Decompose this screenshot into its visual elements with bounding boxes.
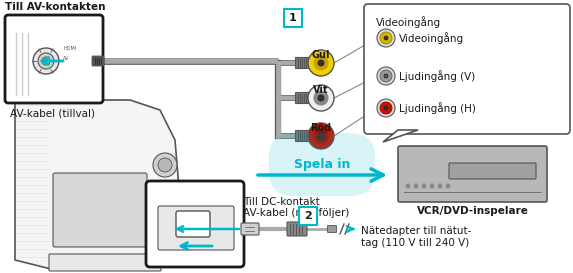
Circle shape [377, 99, 395, 117]
FancyBboxPatch shape [299, 207, 317, 225]
Circle shape [406, 183, 410, 188]
Text: VCR/DVD-inspelare: VCR/DVD-inspelare [417, 206, 528, 216]
Circle shape [318, 133, 324, 139]
Text: Ljudingång (H): Ljudingång (H) [399, 102, 476, 114]
FancyBboxPatch shape [92, 56, 104, 66]
FancyBboxPatch shape [158, 206, 234, 250]
Text: Videoingång: Videoingång [399, 32, 464, 44]
Text: AV: AV [63, 56, 69, 61]
Polygon shape [383, 130, 418, 142]
FancyBboxPatch shape [153, 193, 187, 237]
FancyBboxPatch shape [5, 15, 103, 103]
FancyBboxPatch shape [296, 93, 311, 103]
Circle shape [384, 36, 388, 40]
Circle shape [314, 56, 328, 70]
Polygon shape [15, 100, 180, 270]
Text: 1: 1 [289, 13, 297, 23]
Text: 2: 2 [304, 211, 312, 221]
FancyBboxPatch shape [146, 181, 244, 267]
FancyBboxPatch shape [176, 211, 210, 237]
Circle shape [430, 183, 434, 188]
Circle shape [314, 129, 328, 143]
FancyBboxPatch shape [296, 58, 311, 69]
FancyBboxPatch shape [398, 146, 547, 202]
Circle shape [380, 102, 392, 114]
FancyBboxPatch shape [328, 225, 336, 233]
FancyBboxPatch shape [364, 4, 570, 134]
Circle shape [42, 57, 50, 65]
Text: Videoingång: Videoingång [376, 16, 441, 28]
Circle shape [377, 67, 395, 85]
Text: Till DC-kontakt: Till DC-kontakt [243, 197, 320, 207]
Circle shape [377, 29, 395, 47]
FancyBboxPatch shape [49, 254, 161, 271]
Text: Nätedapter till nätut-
tag (110 V till 240 V): Nätedapter till nätut- tag (110 V till 2… [361, 226, 472, 248]
FancyBboxPatch shape [241, 223, 259, 235]
Text: Röd: Röd [311, 123, 332, 133]
Text: Vit: Vit [313, 85, 329, 95]
Text: Gul: Gul [312, 50, 330, 60]
Circle shape [438, 183, 442, 188]
Circle shape [314, 91, 328, 105]
FancyBboxPatch shape [287, 222, 307, 236]
Circle shape [414, 183, 418, 188]
Circle shape [318, 95, 324, 101]
Circle shape [384, 74, 388, 78]
Circle shape [380, 70, 392, 82]
Circle shape [384, 106, 388, 110]
FancyBboxPatch shape [53, 173, 147, 247]
Circle shape [445, 183, 450, 188]
Text: AV-kabel (tillval): AV-kabel (tillval) [10, 108, 95, 118]
Text: Spela in: Spela in [294, 158, 350, 171]
Circle shape [33, 48, 59, 74]
Text: Ljudingång (V): Ljudingång (V) [399, 70, 475, 82]
Text: AV-kabel (medföljer): AV-kabel (medföljer) [243, 208, 350, 218]
Circle shape [308, 85, 334, 111]
Circle shape [38, 53, 54, 69]
FancyBboxPatch shape [449, 163, 536, 179]
Circle shape [153, 153, 177, 177]
Circle shape [308, 50, 334, 76]
Text: HDMI: HDMI [63, 46, 76, 51]
Circle shape [308, 123, 334, 149]
FancyBboxPatch shape [284, 9, 302, 27]
Circle shape [422, 183, 426, 188]
Text: Till AV-kontakten: Till AV-kontakten [5, 2, 105, 12]
Circle shape [318, 60, 324, 66]
Circle shape [158, 158, 172, 172]
Circle shape [380, 32, 392, 44]
FancyBboxPatch shape [296, 130, 311, 141]
